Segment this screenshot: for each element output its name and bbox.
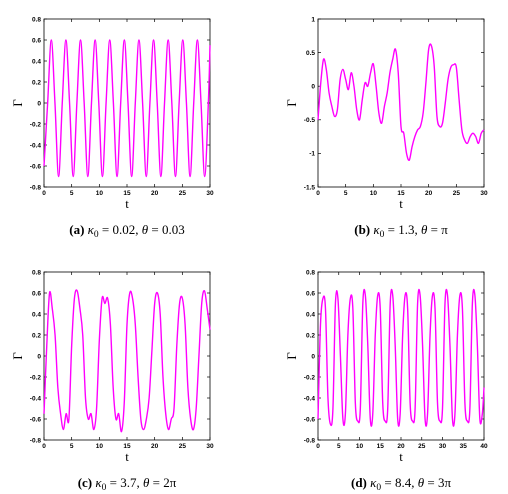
y-axis-label: Γ xyxy=(10,352,25,360)
y-axis-label: Γ xyxy=(284,99,299,107)
panel-caption: (d) κ0 = 8.4, θ = 3π xyxy=(351,475,451,493)
y-axis-label: Γ xyxy=(284,352,299,360)
y-tick-label: -0.5 xyxy=(304,117,316,124)
x-tick-label: 10 xyxy=(356,443,364,450)
x-tick-label: 20 xyxy=(151,190,159,197)
y-tick-label: 0 xyxy=(37,353,41,360)
y-tick-label: -0.2 xyxy=(30,374,42,381)
x-tick-label: 30 xyxy=(206,190,214,197)
x-tick-label: 30 xyxy=(480,190,488,197)
x-tick-label: 15 xyxy=(123,190,131,197)
x-tick-label: 0 xyxy=(316,443,320,450)
x-axis-label: t xyxy=(399,449,403,464)
y-tick-label: -0.6 xyxy=(304,416,316,423)
series-line xyxy=(43,289,211,433)
y-tick-label: 0.6 xyxy=(306,290,315,297)
y-tick-label: 0.4 xyxy=(306,311,315,318)
y-tick-label: -0.6 xyxy=(30,163,42,170)
x-tick-label: 30 xyxy=(206,443,214,450)
chart-panel-3: 0 5 10 15 20 25 30 35 40 -0.8 -0.6 -0.4 -0.2 0 0.2 0.4 0… xyxy=(284,269,488,493)
x-tick-label: 25 xyxy=(418,443,426,450)
y-tick-label: -1.5 xyxy=(304,184,316,191)
y-tick-label: 0.5 xyxy=(306,50,315,57)
y-tick-label: 0.6 xyxy=(32,290,41,297)
x-tick-label: 25 xyxy=(179,190,187,197)
chart-panel-1: 0 5 10 15 20 25 30 -1.5 -1 -0.5 0 0.5 1 t Γ (b) κ0 = 1.… xyxy=(284,16,488,240)
x-tick-label: 5 xyxy=(70,443,74,450)
x-tick-label: 25 xyxy=(179,443,187,450)
x-axis-label: t xyxy=(399,196,403,211)
series-line xyxy=(317,43,485,162)
x-tick-label: 20 xyxy=(397,443,405,450)
x-tick-label: 0 xyxy=(316,190,320,197)
y-tick-label: -0.4 xyxy=(30,395,42,402)
y-tick-label: 0.6 xyxy=(32,37,41,44)
x-tick-label: 20 xyxy=(151,443,159,450)
x-axis-label: t xyxy=(125,196,129,211)
x-tick-label: 15 xyxy=(397,190,405,197)
y-tick-label: 0.4 xyxy=(32,311,41,318)
x-tick-label: 10 xyxy=(96,443,104,450)
y-axis-label: Γ xyxy=(10,99,25,107)
y-tick-label: 0.2 xyxy=(306,332,315,339)
y-tick-label: -0.4 xyxy=(304,395,316,402)
y-tick-label: 0 xyxy=(37,100,41,107)
y-tick-label: 0.2 xyxy=(32,332,41,339)
y-tick-label: 0.8 xyxy=(32,269,41,276)
x-tick-label: 0 xyxy=(42,190,46,197)
panel-caption: (c) κ0 = 3.7, θ = 2π xyxy=(78,475,177,493)
y-tick-label: 0.8 xyxy=(32,16,41,23)
y-tick-label: -0.6 xyxy=(30,416,42,423)
y-tick-label: 1 xyxy=(311,16,315,23)
chart-panel-0: 0 5 10 15 20 25 30 -0.8 -0.6 -0.4 -0.2 0 0.2 0.4 0.6 0.… xyxy=(10,16,214,240)
x-tick-label: 5 xyxy=(337,443,341,450)
x-tick-label: 5 xyxy=(70,190,74,197)
panel-caption: (b) κ0 = 1.3, θ = π xyxy=(354,222,448,240)
y-tick-label: -0.8 xyxy=(30,437,42,444)
y-tick-label: -0.8 xyxy=(30,184,42,191)
panel-caption: (a) κ0 = 0.02, θ = 0.03 xyxy=(69,222,185,240)
x-axis-label: t xyxy=(125,449,129,464)
x-tick-label: 30 xyxy=(439,443,447,450)
x-tick-label: 5 xyxy=(344,190,348,197)
y-tick-label: -1 xyxy=(309,151,315,158)
x-tick-label: 25 xyxy=(453,190,461,197)
x-tick-label: 40 xyxy=(480,443,488,450)
x-tick-label: 35 xyxy=(460,443,468,450)
series-line xyxy=(43,39,211,178)
x-tick-label: 20 xyxy=(425,190,433,197)
chart-panel-2: 0 5 10 15 20 25 30 -0.8 -0.6 -0.4 -0.2 0 0.2 0.4 0.6 0.… xyxy=(10,269,214,493)
x-tick-label: 10 xyxy=(370,190,378,197)
y-tick-label: 0.8 xyxy=(306,269,315,276)
y-tick-label: 0 xyxy=(311,353,315,360)
series-line xyxy=(317,288,485,427)
x-tick-label: 15 xyxy=(377,443,385,450)
y-tick-label: 0.4 xyxy=(32,58,41,65)
y-tick-label: -0.2 xyxy=(304,374,316,381)
y-tick-label: 0 xyxy=(311,84,315,91)
y-tick-label: -0.2 xyxy=(30,121,42,128)
x-tick-label: 15 xyxy=(123,443,131,450)
y-tick-label: -0.4 xyxy=(30,142,42,149)
y-tick-label: -0.8 xyxy=(304,437,316,444)
x-tick-label: 10 xyxy=(96,190,104,197)
y-tick-label: 0.2 xyxy=(32,79,41,86)
x-tick-label: 0 xyxy=(42,443,46,450)
